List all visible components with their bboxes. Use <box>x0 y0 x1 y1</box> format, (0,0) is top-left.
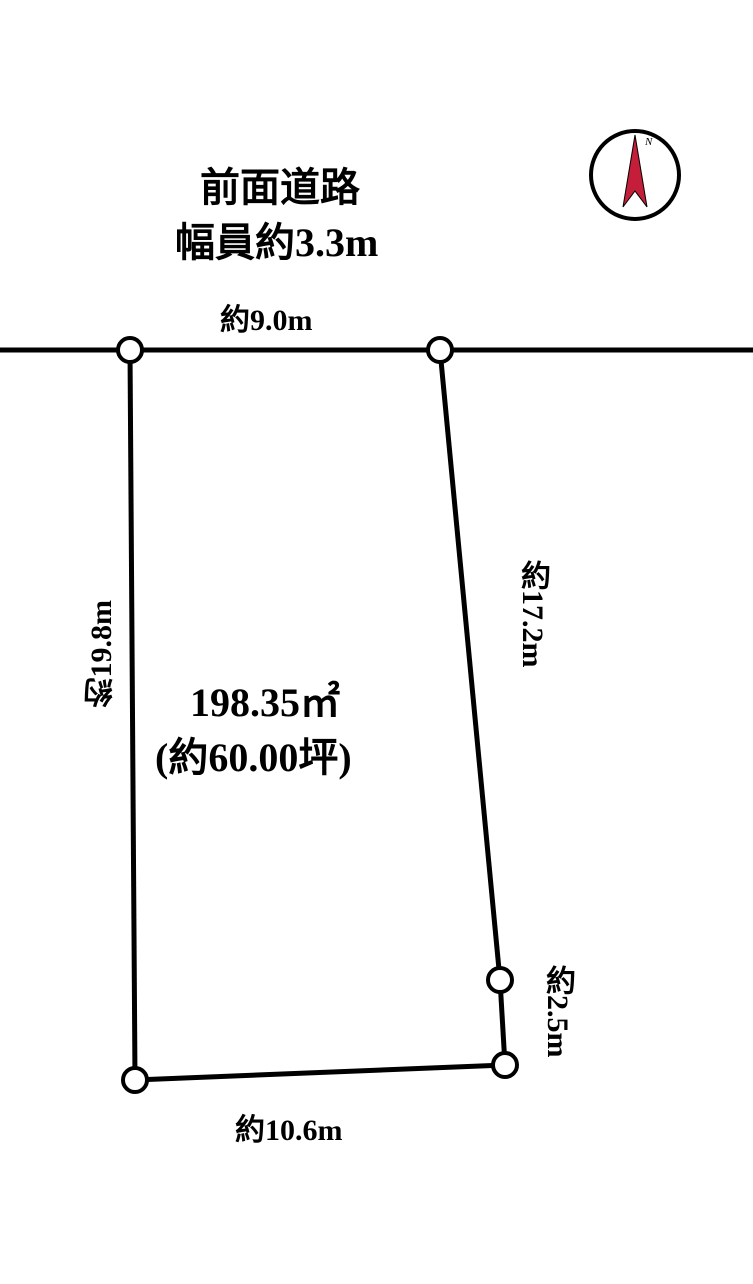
dim-right-lower: 約2.5m <box>535 965 579 1058</box>
dim-right: 約17.2m <box>510 560 554 668</box>
dim-bottom: 約10.6m <box>235 1105 343 1149</box>
area-sqm: 198.35㎡ <box>190 670 340 728</box>
dim-left: 約19.8m <box>80 600 124 708</box>
area-tsubo: (約60.00坪) <box>155 725 352 783</box>
